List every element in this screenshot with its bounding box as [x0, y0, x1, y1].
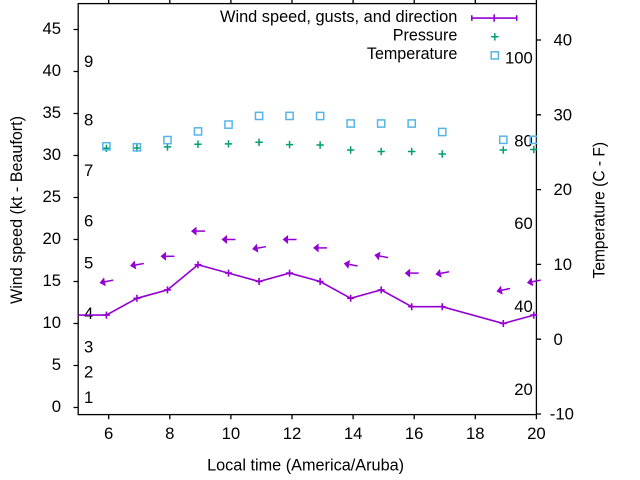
svg-text:Local time (America/Aruba): Local time (America/Aruba): [207, 455, 404, 474]
svg-text:45: 45: [42, 19, 61, 38]
svg-text:30: 30: [42, 145, 61, 164]
svg-text:35: 35: [42, 103, 61, 122]
svg-text:10: 10: [222, 424, 241, 443]
svg-text:6: 6: [104, 424, 113, 443]
svg-text:20: 20: [42, 229, 61, 248]
svg-text:2: 2: [84, 363, 93, 382]
svg-text:25: 25: [42, 187, 61, 206]
svg-text:20: 20: [514, 380, 533, 399]
svg-text:4: 4: [84, 304, 93, 323]
svg-text:18: 18: [466, 424, 485, 443]
svg-text:Wind speed (kt - Beaufort): Wind speed (kt - Beaufort): [7, 116, 26, 304]
svg-text:5: 5: [84, 253, 93, 272]
svg-text:9: 9: [84, 52, 93, 71]
svg-text:60: 60: [514, 214, 533, 233]
svg-text:0: 0: [554, 330, 563, 349]
svg-text:6: 6: [84, 211, 93, 230]
svg-text:7: 7: [84, 161, 93, 180]
svg-text:40: 40: [554, 31, 573, 50]
svg-text:80: 80: [514, 131, 533, 150]
svg-text:100: 100: [505, 48, 533, 67]
svg-text:40: 40: [514, 297, 533, 316]
svg-text:16: 16: [405, 424, 424, 443]
svg-text:8: 8: [84, 111, 93, 130]
svg-text:Temperature: Temperature: [367, 44, 457, 63]
svg-text:30: 30: [554, 105, 573, 124]
svg-text:3: 3: [84, 337, 93, 356]
svg-text:8: 8: [165, 424, 174, 443]
svg-text:15: 15: [42, 271, 61, 290]
svg-text:10: 10: [42, 313, 61, 332]
svg-text:20: 20: [554, 180, 573, 199]
svg-text:40: 40: [42, 61, 61, 80]
svg-text:12: 12: [283, 424, 302, 443]
svg-text:1: 1: [84, 388, 93, 407]
svg-text:Temperature (C - F): Temperature (C - F): [590, 142, 609, 279]
svg-text:10: 10: [554, 255, 573, 274]
svg-text:14: 14: [344, 424, 363, 443]
svg-text:5: 5: [52, 355, 61, 374]
svg-text:-10: -10: [550, 405, 574, 424]
svg-text:Pressure: Pressure: [393, 26, 458, 45]
svg-text:0: 0: [52, 397, 61, 416]
svg-text:20: 20: [527, 424, 546, 443]
svg-text:Wind speed, gusts, and directi: Wind speed, gusts, and direction: [220, 7, 457, 26]
